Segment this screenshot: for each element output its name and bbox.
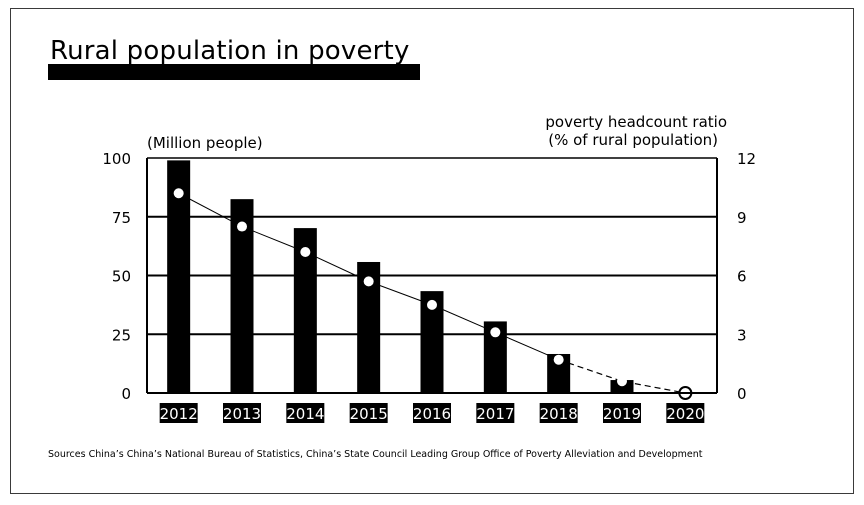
x-tick-label: 2013: [223, 405, 261, 423]
year-label-box: [603, 403, 641, 423]
axes: 100 75 50 25 0 12 9 6 3 0 2012 2013 2014 2015 2016 2017…: [102, 150, 756, 423]
x-tick-label: 2015: [350, 405, 388, 423]
left-tick-label: 100: [102, 150, 131, 168]
year-label-box: [286, 403, 325, 423]
right-axis-label-line1: poverty headcount ratio: [545, 113, 727, 131]
x-tick-label: 2016: [413, 405, 451, 423]
bar-2015: [357, 261, 381, 393]
x-tick-label: 2018: [540, 405, 578, 423]
left-tick-label: 0: [121, 385, 131, 403]
right-tick-label: 12: [737, 150, 756, 168]
year-label-box: [413, 403, 451, 423]
source-note: Sources China’s China’s National Bureau …: [48, 449, 703, 460]
ratio-point-2017: [490, 327, 501, 338]
year-label-box: [159, 403, 198, 423]
right-axis-label-line2: (% of rural population): [548, 131, 718, 149]
ratio-line-series: [173, 188, 693, 400]
ratio-line-projected: [558, 359, 686, 394]
bar-2017: [483, 321, 507, 393]
ratio-point-2018: [553, 354, 564, 365]
ratio-point-2012: [173, 188, 184, 199]
bar-2012: [167, 160, 191, 393]
axis-labels: (Million people) poverty headcount ratio…: [147, 113, 727, 152]
bar-series: [167, 160, 634, 393]
year-label-box: [349, 403, 388, 423]
ratio-point-2015: [363, 276, 374, 287]
left-tick-label: 25: [112, 326, 131, 344]
left-axis-label: (Million people): [147, 134, 263, 152]
x-tick-label: 2012: [160, 405, 198, 423]
right-tick-label: 6: [737, 268, 747, 286]
bar-2014: [293, 228, 317, 393]
bar-2013: [230, 199, 254, 393]
x-tick-label: 2017: [476, 405, 514, 423]
bar-2016: [420, 291, 444, 393]
ratio-point-2013: [237, 221, 247, 232]
ratio-point-2019: [617, 376, 627, 387]
right-tick-label: 0: [737, 385, 747, 403]
year-label-box: [476, 403, 515, 423]
title-underline-bar: [48, 64, 420, 80]
x-tick-label: 2014: [286, 405, 324, 423]
ratio-point-2016: [427, 299, 437, 310]
year-label-box: [666, 403, 705, 423]
right-tick-label: 9: [737, 209, 747, 227]
x-tick-label: 2019: [603, 405, 641, 423]
year-label-box: [539, 403, 578, 423]
year-label-box: [223, 403, 261, 423]
chart-title: Rural population in poverty: [50, 36, 410, 66]
left-tick-label: 75: [112, 209, 131, 227]
right-tick-label: 3: [737, 326, 747, 344]
bar-2018: [547, 353, 571, 393]
left-tick-label: 50: [112, 268, 131, 286]
ratio-point-2014: [300, 247, 311, 257]
bar-2019: [610, 380, 634, 393]
x-tick-label: 2020: [666, 405, 704, 423]
